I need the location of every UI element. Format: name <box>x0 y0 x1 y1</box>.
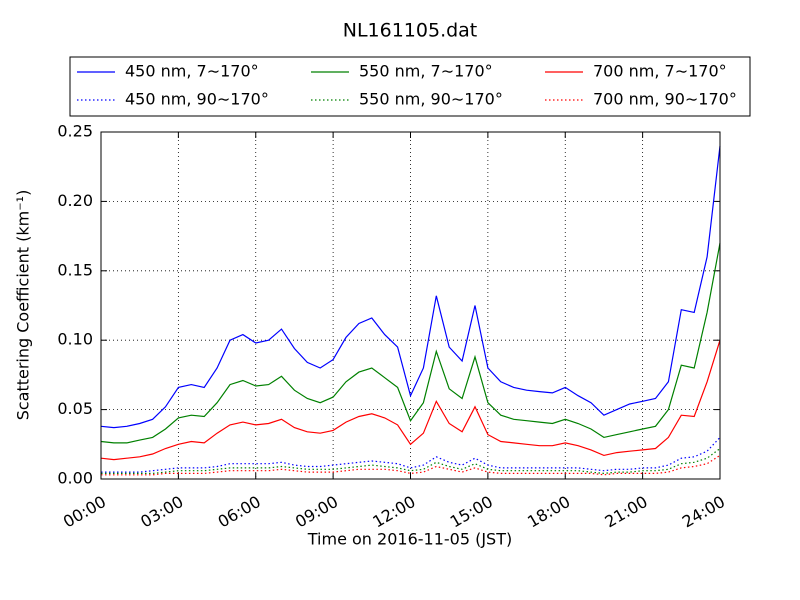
y-tick-label: 0.20 <box>57 191 93 210</box>
legend-label: 450 nm, 90∼170° <box>125 90 269 109</box>
x-axis-label: Time on 2016-11-05 (JST) <box>307 530 512 549</box>
y-tick-label: 0.05 <box>57 399 93 418</box>
legend-label: 450 nm, 7∼170° <box>125 62 259 81</box>
y-tick-label: 0.15 <box>57 260 93 279</box>
y-tick-label: 0.10 <box>57 330 93 349</box>
legend-box <box>69 56 751 117</box>
data-line <box>100 340 721 461</box>
plot-frame <box>100 131 721 480</box>
legend-label: 550 nm, 7∼170° <box>359 62 493 81</box>
legend-label: 700 nm, 7∼170° <box>593 62 727 81</box>
legend-label: 550 nm, 90∼170° <box>359 90 503 109</box>
y-axis-label: Scattering Coefficient (km⁻¹) <box>14 190 33 421</box>
legend-label: 700 nm, 90∼170° <box>593 90 737 109</box>
y-tick-label: 0.00 <box>57 469 93 488</box>
data-line <box>100 242 721 444</box>
chart-title: NL161105.dat <box>343 20 478 42</box>
data-line <box>101 454 721 476</box>
y-tick-label: 0.25 <box>57 122 93 141</box>
data-line <box>100 145 721 429</box>
